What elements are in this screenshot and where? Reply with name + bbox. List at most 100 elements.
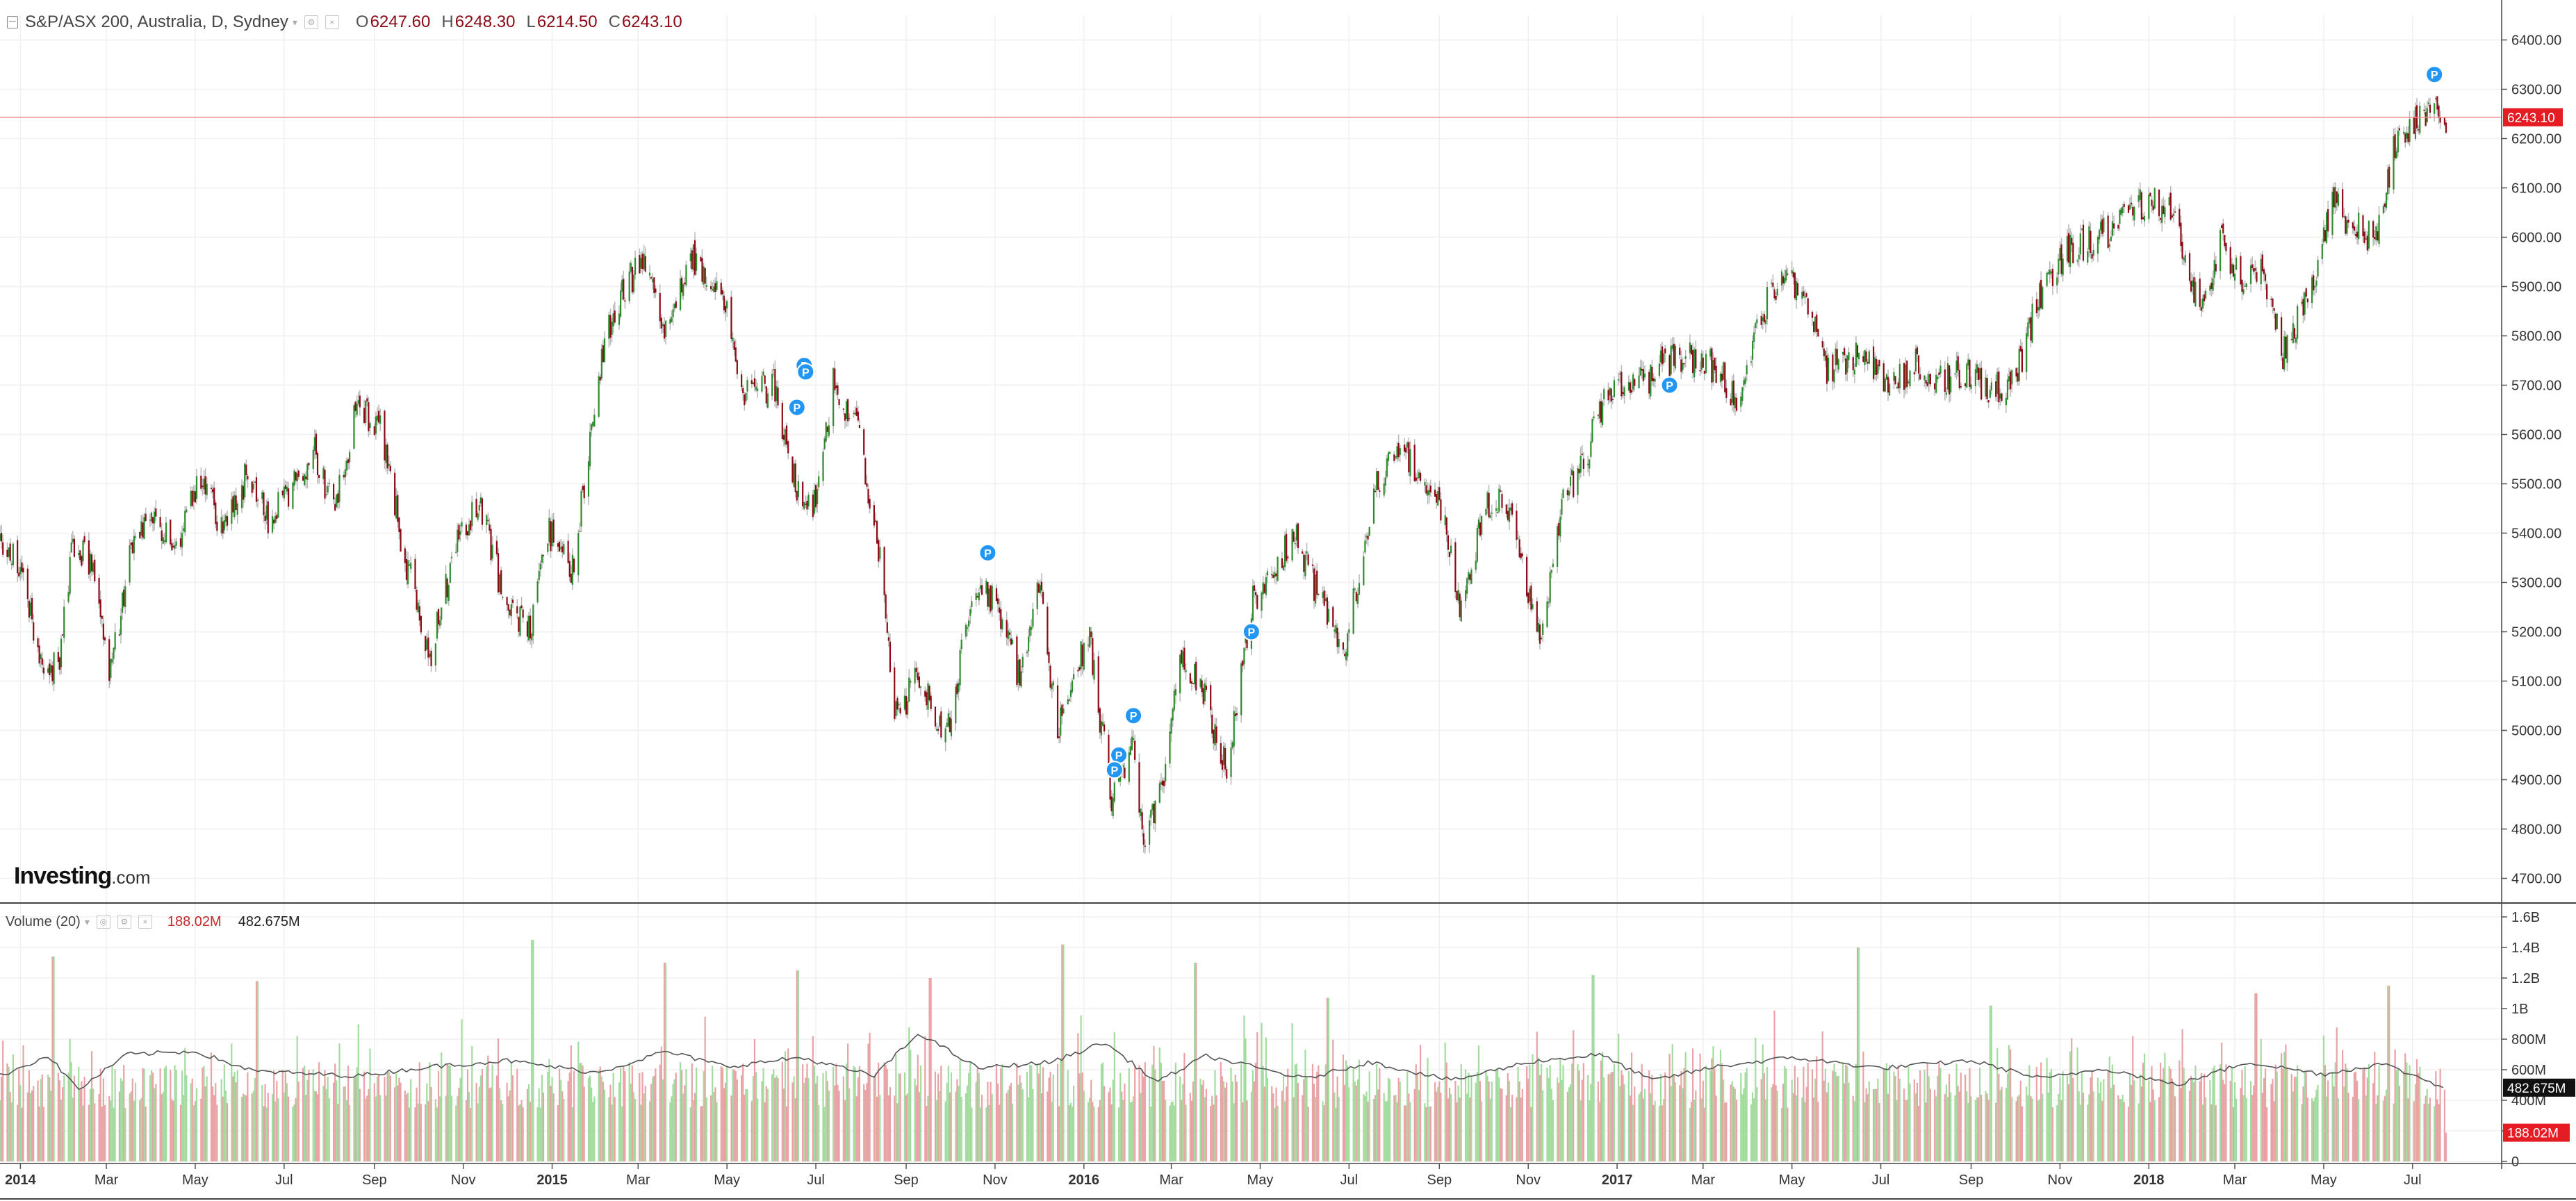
- candle-body: [1609, 388, 1611, 396]
- candle-body: [1751, 340, 1754, 360]
- candle-body: [1408, 442, 1410, 472]
- event-marker-icon[interactable]: P: [796, 363, 815, 381]
- eye-icon[interactable]: ◎: [96, 915, 110, 929]
- candle-body: [1730, 399, 1732, 406]
- candle-body: [1946, 363, 1949, 390]
- volume-title[interactable]: Volume (20): [6, 913, 81, 929]
- candle-body: [244, 463, 246, 498]
- candle-body: [1530, 586, 1532, 610]
- candle-body: [316, 452, 319, 476]
- candle-body: [866, 483, 868, 487]
- candle-body: [817, 489, 819, 504]
- candle-body: [481, 498, 484, 525]
- candle-body: [1367, 536, 1369, 540]
- event-marker-icon[interactable]: P: [978, 543, 997, 562]
- volume-bar: [1141, 1069, 1143, 1161]
- event-marker-icon[interactable]: P: [2425, 65, 2444, 84]
- candle-body: [644, 256, 646, 272]
- event-marker-icon[interactable]: P: [1105, 761, 1124, 779]
- candle-body: [2072, 242, 2074, 263]
- event-marker-icon[interactable]: P: [1110, 746, 1129, 764]
- candle-body: [704, 268, 706, 284]
- candle-body: [1700, 353, 1703, 370]
- candle-body: [774, 369, 776, 401]
- volume-axis-label: 600M: [2511, 1063, 2546, 1078]
- candle-body: [216, 522, 218, 531]
- volume-bar: [2113, 1084, 2115, 1161]
- volume-bar: [1250, 1091, 1252, 1161]
- candle-body: [1976, 364, 1978, 373]
- candle-body: [2439, 117, 2441, 123]
- volume-axis-label: 1B: [2511, 1002, 2528, 1017]
- candle-body: [2418, 129, 2420, 131]
- volume-bar: [1652, 1104, 1655, 1161]
- time-axis-label: Nov: [983, 1173, 1008, 1188]
- volume-bar: [1664, 1072, 1666, 1161]
- volume-bar: [563, 1099, 565, 1161]
- volume-bar: [2142, 1063, 2144, 1161]
- settings-icon[interactable]: ⚙: [117, 915, 131, 929]
- event-marker-icon[interactable]: P: [787, 398, 806, 417]
- volume-bar: [844, 1100, 846, 1161]
- volume-bar: [558, 1068, 561, 1161]
- volume-bar: [1603, 1077, 1605, 1161]
- symbol-title[interactable]: S&P/ASX 200, Australia, D, Sydney: [25, 13, 288, 31]
- volume-bar: [1210, 1106, 1212, 1161]
- volume-bar: [685, 1068, 687, 1161]
- candle-body: [1318, 593, 1320, 595]
- volume-bar: [639, 1072, 641, 1161]
- candle-body: [2251, 264, 2254, 269]
- candle-body: [773, 369, 775, 371]
- candle-body: [1016, 636, 1018, 686]
- candle-body: [1158, 783, 1160, 803]
- volume-bar: [2171, 1078, 2173, 1161]
- volume-bar: [1332, 1039, 1334, 1161]
- volume-bar: [682, 1093, 684, 1161]
- candle-body: [700, 256, 702, 262]
- volume-bar: [971, 1107, 973, 1161]
- volume-bar: [1755, 1038, 1757, 1161]
- close-icon[interactable]: ×: [325, 15, 339, 29]
- volume-bar: [1058, 1106, 1060, 1161]
- candle-body: [286, 486, 288, 492]
- volume-bar: [1444, 1042, 1446, 1161]
- candle-body: [2260, 258, 2262, 285]
- candle-body: [764, 375, 766, 384]
- candle-body: [623, 279, 625, 300]
- chevron-down-icon[interactable]: ▾: [84, 916, 90, 927]
- candle-body: [377, 411, 380, 423]
- volume-bar: [2415, 1059, 2418, 1161]
- candle-body: [620, 290, 622, 317]
- event-marker-icon[interactable]: P: [1124, 706, 1143, 725]
- volume-bar: [1913, 1079, 1915, 1161]
- volume-bar: [538, 1088, 540, 1161]
- candle-body: [2297, 306, 2299, 339]
- candle-body: [2038, 283, 2041, 310]
- volume-bar: [385, 1095, 387, 1161]
- candle-body: [1444, 515, 1446, 525]
- settings-icon[interactable]: ⚙: [304, 15, 318, 29]
- menu-icon[interactable]: [7, 16, 18, 28]
- volume-bar: [231, 1043, 233, 1161]
- chevron-down-icon[interactable]: ▾: [292, 16, 297, 28]
- volume-bar: [436, 1107, 438, 1161]
- candle-body: [385, 444, 387, 463]
- candle-body: [672, 309, 674, 317]
- volume-bar: [2221, 1043, 2223, 1161]
- close-icon[interactable]: ×: [138, 915, 152, 929]
- event-marker-icon[interactable]: P: [1660, 376, 1679, 395]
- candle-body: [547, 543, 549, 552]
- candle-body: [632, 274, 635, 292]
- candle-body: [1165, 763, 1167, 782]
- event-markers[interactable]: PPPPPPPPPP: [787, 65, 2444, 779]
- candle-body: [1518, 539, 1520, 558]
- candle-body: [98, 577, 100, 604]
- volume-bar: [1211, 1095, 1213, 1161]
- volume-bar: [2253, 1085, 2255, 1161]
- candle-body: [2372, 221, 2374, 238]
- time-axis-label: Jul: [807, 1173, 825, 1188]
- event-marker-icon[interactable]: P: [1242, 622, 1261, 641]
- candle-body: [1393, 454, 1395, 461]
- volume-bar: [599, 1066, 601, 1161]
